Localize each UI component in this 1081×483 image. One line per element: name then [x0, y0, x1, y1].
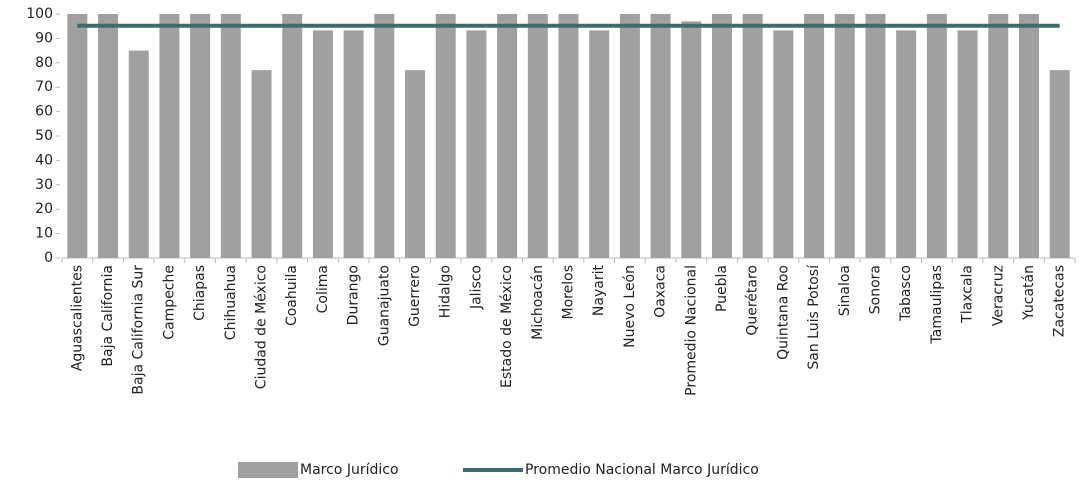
bar: [650, 14, 671, 258]
y-tick-label: 50: [35, 128, 53, 144]
x-tick-label: Baja California Sur: [131, 265, 147, 395]
y-tick-label: 30: [35, 177, 53, 193]
bar: [773, 30, 794, 259]
x-tick-label: Jalisco: [468, 265, 484, 310]
bar: [312, 30, 333, 259]
x-tick-label: Estado de México: [499, 265, 515, 388]
x-tick-label: Tamaulipas: [929, 265, 945, 344]
x-tick-label: Ciudad de México: [254, 265, 270, 389]
bar: [190, 14, 211, 258]
x-tick-label: Sonora: [867, 265, 883, 314]
x-tick-label: Hidalgo: [438, 265, 454, 318]
bar: [896, 30, 917, 259]
legend-label: Promedio Nacional Marco Jurídico: [525, 462, 759, 478]
x-tick-label: Chiapas: [192, 265, 208, 321]
x-tick-label: Aguascalientes: [69, 265, 85, 371]
x-tick-label: Nuevo León: [622, 265, 638, 348]
x-tick-label: Baja California: [100, 265, 116, 367]
bar: [558, 14, 579, 258]
bar: [220, 14, 241, 258]
bar: [466, 30, 487, 259]
y-tick-label: 60: [35, 104, 53, 120]
bar: [926, 14, 947, 258]
x-tick-label: Tlaxcala: [960, 265, 976, 324]
x-tick-label: Yucatán: [1021, 265, 1037, 321]
x-tick-label: Chihuahua: [223, 265, 239, 340]
x-tick-label: Campeche: [161, 265, 177, 340]
bar: [988, 14, 1009, 258]
bar: [957, 30, 978, 259]
bar: [742, 14, 763, 258]
bar: [834, 14, 855, 258]
bar: [681, 21, 702, 258]
bar: [435, 14, 456, 258]
x-tick-label: Morelos: [561, 265, 577, 319]
bar: [589, 30, 610, 259]
bar: [159, 14, 180, 258]
bar: [497, 14, 518, 258]
bar: [1049, 70, 1070, 259]
bar: [405, 70, 426, 259]
y-tick-label: 100: [26, 6, 53, 22]
bar: [343, 30, 364, 259]
bar: [98, 14, 119, 258]
y-tick-label: 20: [35, 201, 53, 217]
x-tick-label: Promedio Nacional: [683, 265, 699, 396]
x-tick-label: Michoacán: [530, 265, 546, 340]
bar: [67, 14, 88, 258]
x-tick-label: Oaxaca: [653, 265, 669, 318]
legend-swatch: [238, 462, 298, 478]
bar: [282, 14, 303, 258]
y-tick-label: 0: [44, 250, 53, 266]
x-tick-label: Nayarit: [591, 265, 607, 317]
y-tick-label: 90: [35, 30, 53, 46]
x-tick-label: Guerrero: [407, 265, 423, 327]
bar: [128, 50, 149, 258]
bar: [619, 14, 640, 258]
x-tick-label: Sinaloa: [837, 265, 853, 316]
x-tick-label: Tabasco: [898, 265, 914, 322]
x-tick-label: Coahuila: [284, 265, 300, 326]
bar: [527, 14, 548, 258]
y-tick-label: 40: [35, 152, 53, 168]
bar: [804, 14, 825, 258]
y-tick-label: 10: [35, 226, 53, 242]
x-tick-label: Puebla: [714, 265, 730, 312]
x-tick-label: Veracruz: [990, 265, 1006, 326]
x-tick-label: Zacatecas: [1052, 265, 1068, 337]
x-tick-label: Colima: [315, 265, 331, 313]
bar: [1018, 14, 1039, 258]
legend-label: Marco Jurídico: [300, 462, 399, 478]
bar: [374, 14, 395, 258]
bar: [251, 70, 272, 259]
x-tick-label: Quintana Roo: [775, 265, 791, 360]
y-tick-label: 80: [35, 55, 53, 71]
x-tick-label: San Luis Potosí: [806, 264, 822, 370]
x-tick-label: Durango: [346, 265, 362, 325]
bar: [711, 14, 732, 258]
y-tick-label: 70: [35, 79, 53, 95]
bar: [865, 14, 886, 258]
x-tick-label: Querétaro: [745, 265, 761, 336]
x-tick-label: Guanajuato: [376, 265, 392, 346]
